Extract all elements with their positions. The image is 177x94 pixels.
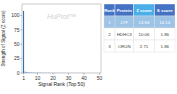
table-cell bbox=[134, 4, 155, 16]
table-value: 2 bbox=[108, 32, 111, 37]
table-header: Z score bbox=[136, 8, 152, 13]
x-tick-label: 1 bbox=[22, 75, 25, 81]
table-cell bbox=[134, 16, 155, 28]
table-cell bbox=[155, 16, 176, 28]
table-cell bbox=[134, 28, 155, 40]
x-tick-label: 10 bbox=[35, 75, 41, 81]
table-cell bbox=[104, 28, 115, 40]
x-tick-label: 20 bbox=[50, 75, 56, 81]
y-tick-label: 50 bbox=[14, 41, 20, 47]
table-cell bbox=[115, 28, 134, 40]
table-cell bbox=[115, 16, 134, 28]
plot-frame bbox=[22, 4, 101, 73]
table-cell bbox=[104, 40, 115, 52]
x-tick-label: 40 bbox=[81, 75, 87, 81]
y-tick-label: 25 bbox=[14, 55, 20, 61]
table-value: 10.06 bbox=[139, 32, 151, 37]
table-cell bbox=[134, 40, 155, 52]
table-value: 14.94 bbox=[139, 20, 151, 25]
table-cell bbox=[104, 4, 115, 16]
watermark: HuProt™ bbox=[47, 13, 76, 20]
table: RankProtein Z score S score 1 LTF 14.94 14.14 2… bbox=[104, 4, 175, 52]
x-tick-label: 30 bbox=[66, 75, 72, 81]
table-value: CRUN bbox=[118, 44, 131, 49]
y-tick-label: 75 bbox=[14, 27, 20, 33]
chart: HuProt™ 0 25 50 75 100 1 10 20 30 40 50 Signal Rank … bbox=[0, 0, 177, 94]
y-axis-label: Strength of Signal (Z score) bbox=[1, 10, 6, 67]
table-value: 1 bbox=[108, 20, 111, 25]
table-header: Protein bbox=[117, 8, 132, 13]
table-cell bbox=[104, 16, 115, 28]
table-value: HDHC3 bbox=[117, 32, 133, 37]
table-value: 1.86 bbox=[160, 44, 169, 49]
x-axis-label: Signal Rank (Top 50) bbox=[38, 81, 85, 87]
table-cell bbox=[115, 40, 134, 52]
table-value: 14.14 bbox=[159, 20, 171, 25]
table-value: 2.71 bbox=[140, 44, 149, 49]
x-tick-label: 50 bbox=[97, 75, 103, 81]
table-header: S score bbox=[157, 8, 173, 13]
bars bbox=[23, 11, 100, 73]
table-header: Rank bbox=[104, 8, 115, 13]
table-cell bbox=[155, 4, 176, 16]
y-tick bbox=[21, 58, 23, 59]
table-value: 1.86 bbox=[160, 32, 169, 37]
table-cell bbox=[115, 4, 134, 16]
table-cell bbox=[155, 28, 176, 40]
y-tick-label: 0 bbox=[17, 70, 20, 76]
y-tick bbox=[21, 15, 23, 16]
table-cell bbox=[155, 40, 176, 52]
y-tick bbox=[21, 44, 23, 45]
table-value: 3 bbox=[108, 44, 111, 49]
bar bbox=[23, 11, 24, 73]
y-tick bbox=[21, 73, 23, 74]
y-tick bbox=[21, 29, 23, 30]
table-value: LTF bbox=[121, 20, 129, 25]
y-tick-label: 100 bbox=[11, 12, 20, 18]
